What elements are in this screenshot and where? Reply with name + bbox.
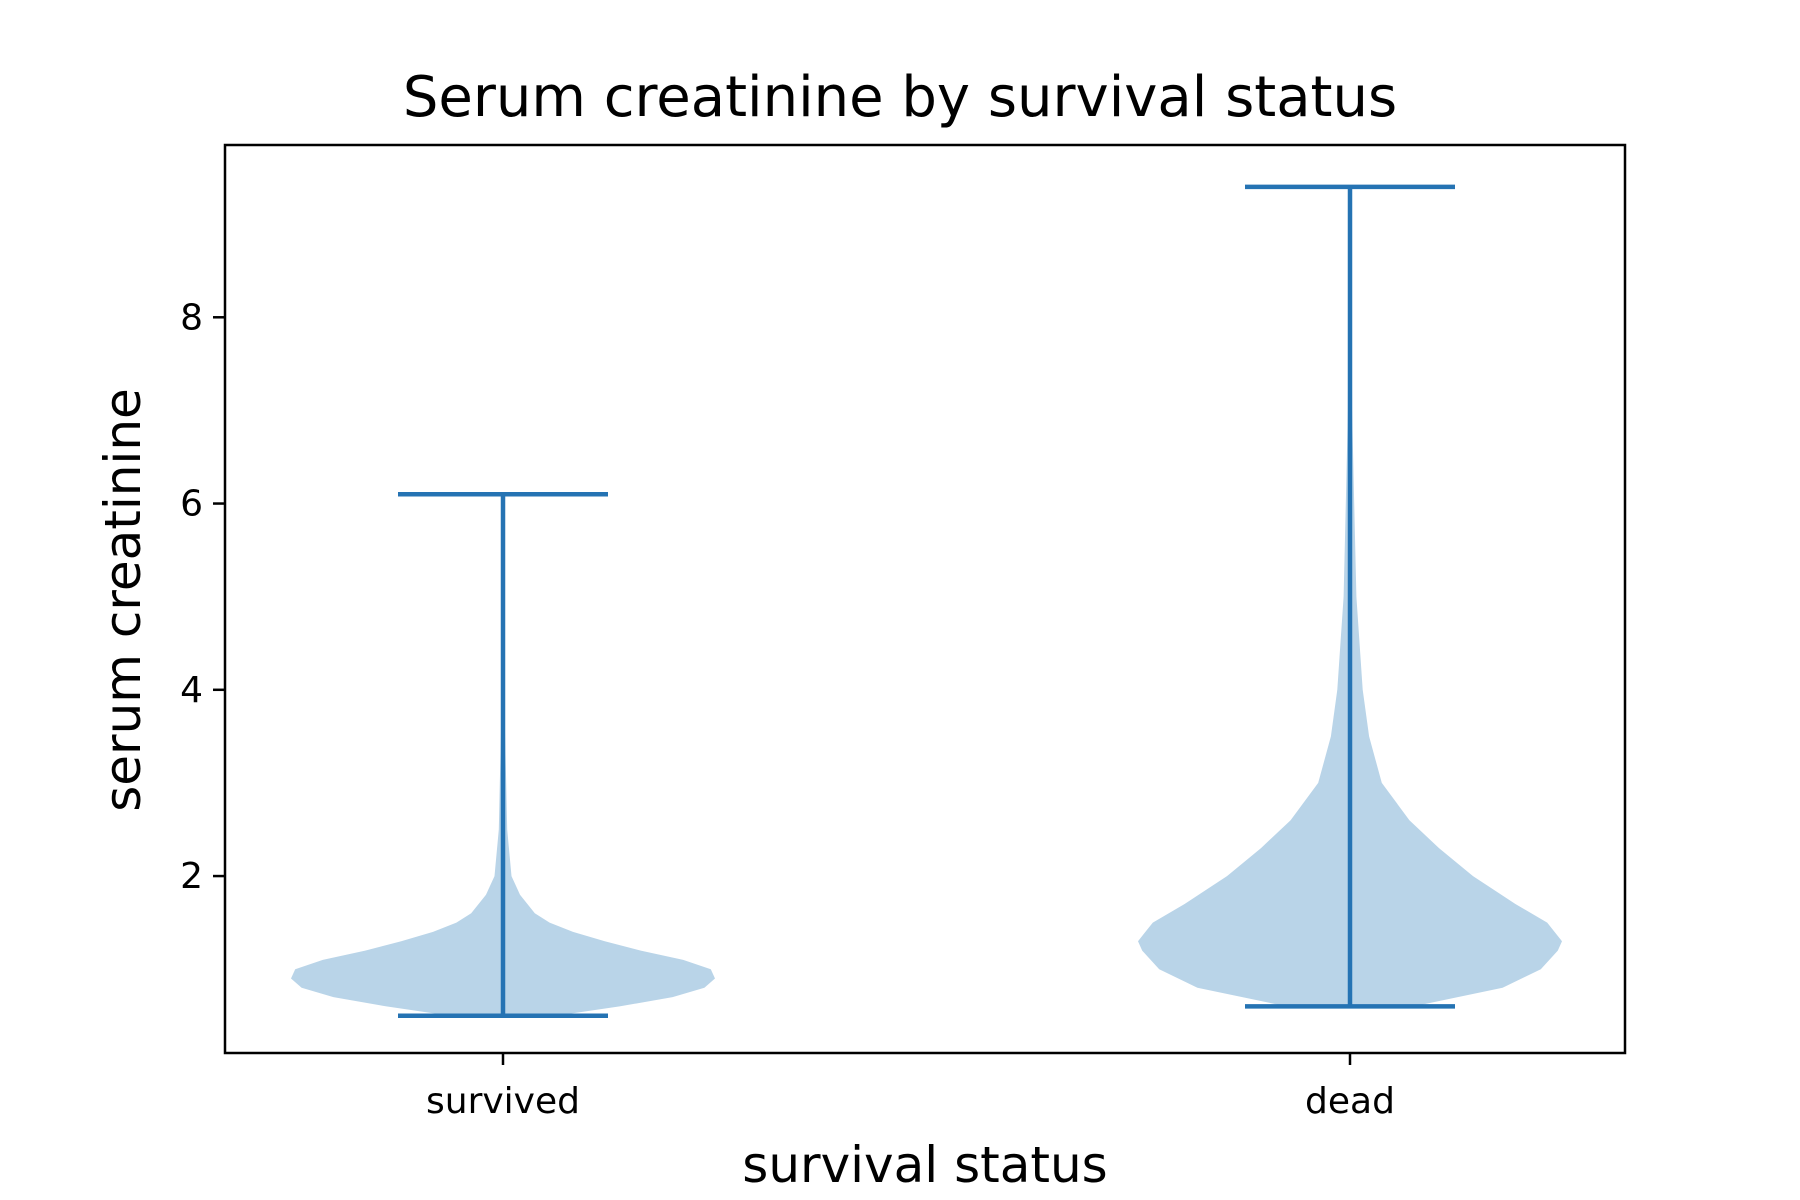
y-tick-label: 6 [180,484,203,525]
plot-area [291,184,1562,1018]
y-axis: 2 4 6 8 [180,297,225,897]
y-tick-label: 2 [180,856,203,897]
chart-title: Serum creatinine by survival status [403,65,1397,130]
x-tick-label: survived [426,1081,580,1122]
y-axis-label: serum creatinine [94,388,152,812]
y-tick-label: 8 [180,297,203,338]
x-axis: survived dead [426,1053,1395,1122]
x-axis-label: survival status [742,1136,1107,1194]
x-tick-label: dead [1305,1081,1395,1122]
plot-frame [223,143,1627,1055]
y-tick-label: 4 [180,670,203,711]
